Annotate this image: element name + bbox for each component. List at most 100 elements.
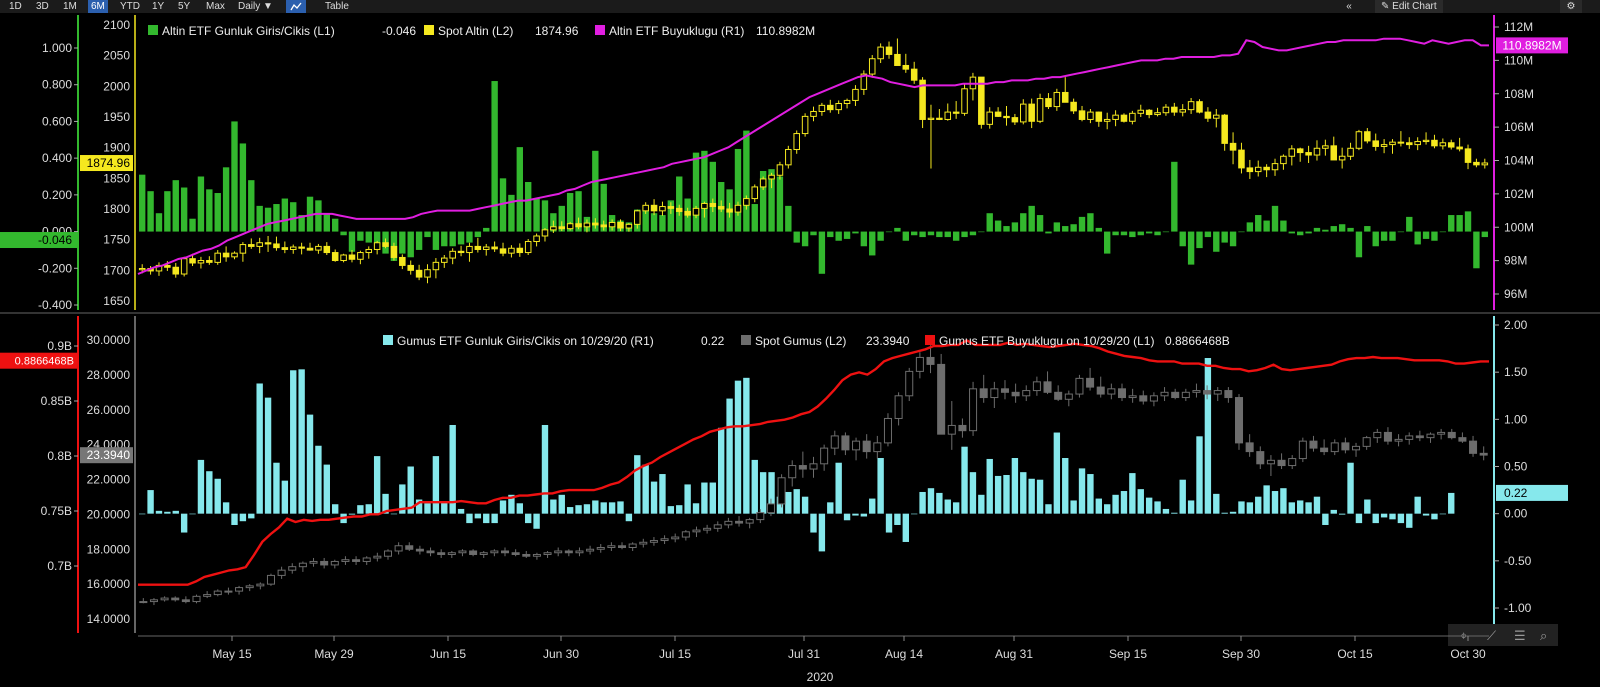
candle-body xyxy=(1238,149,1245,169)
l1-tick-label: 0.8B xyxy=(47,449,72,463)
flow-bar xyxy=(164,191,171,232)
list-icon[interactable]: ☰ xyxy=(1514,628,1526,643)
size-last-value-tag xyxy=(1496,37,1568,54)
candle-body xyxy=(266,574,275,585)
candle-body xyxy=(625,223,633,229)
candle-body xyxy=(239,244,247,254)
flow-bar xyxy=(1137,231,1144,236)
flow-bar xyxy=(734,148,742,232)
edit-chart-button[interactable]: ✎ Edit Chart xyxy=(1375,0,1443,13)
candle-body xyxy=(596,547,605,550)
gear-icon[interactable]: ⚙ xyxy=(1560,0,1582,13)
flow-bar xyxy=(222,167,230,232)
l1-tick-label: -0.400 xyxy=(38,298,72,312)
spot-last-value-tag xyxy=(80,447,133,464)
candle-body xyxy=(947,424,956,435)
candle-body xyxy=(516,247,524,254)
flow-bar xyxy=(759,472,767,514)
candle-body xyxy=(256,583,265,587)
candle-body xyxy=(1372,140,1379,147)
flow-bar xyxy=(1364,226,1371,232)
flow-bar xyxy=(1481,231,1488,238)
flow-bar xyxy=(1389,231,1396,241)
flow-bar xyxy=(248,513,255,519)
flow-bar xyxy=(1145,497,1153,514)
range-max-button[interactable]: Max xyxy=(206,1,225,12)
interval-dropdown[interactable]: Daily ▼ xyxy=(238,1,273,12)
table-button[interactable]: Table xyxy=(325,1,349,12)
candle-body xyxy=(256,242,263,247)
candle-body xyxy=(281,247,289,250)
l1-tick-label: 0.85B xyxy=(41,394,72,408)
candle-body xyxy=(149,599,158,603)
flow-bar xyxy=(147,191,154,232)
candle-body xyxy=(642,204,649,212)
candle-body xyxy=(910,68,918,81)
flow-bar xyxy=(541,200,549,232)
flow-bar xyxy=(1213,231,1220,252)
range-ytd-button[interactable]: YTD xyxy=(120,1,140,12)
l2-tick-label: 20.0000 xyxy=(87,507,131,521)
candle-body xyxy=(1145,109,1153,116)
candle-body xyxy=(649,540,658,543)
flow-bar xyxy=(340,231,347,236)
flow-bar xyxy=(575,191,582,232)
candle-body xyxy=(508,247,515,254)
range-1d-button[interactable]: 1D xyxy=(9,1,22,12)
flow-last-value-label: 0.22 xyxy=(1504,486,1528,500)
candle-body xyxy=(1087,111,1094,120)
candle-body xyxy=(1406,142,1413,146)
double-chevron-left-icon[interactable]: « xyxy=(1346,1,1352,12)
flow-bar xyxy=(566,193,574,232)
flow-bar xyxy=(1288,502,1295,514)
range-1m-button[interactable]: 1M xyxy=(63,1,77,12)
flow-bar xyxy=(1112,231,1119,236)
zoom-icon[interactable]: ⌕ xyxy=(1540,628,1547,643)
range-6m-button[interactable]: 6M xyxy=(88,0,108,13)
candle-body xyxy=(1373,431,1382,439)
candle-body xyxy=(852,440,861,451)
candle-body xyxy=(139,601,148,604)
flow-bar xyxy=(793,231,800,243)
flow-bar xyxy=(1271,491,1279,514)
candle-body xyxy=(1096,386,1105,395)
range-1y-button[interactable]: 1Y xyxy=(152,1,165,12)
flow-bar xyxy=(801,231,809,247)
candle-body xyxy=(618,545,627,549)
candle-body xyxy=(1022,390,1031,397)
flow-bar xyxy=(1229,511,1237,514)
r1-tick-label: 100M xyxy=(1504,220,1534,234)
candle-body xyxy=(1305,152,1312,156)
flow-bar xyxy=(869,231,876,256)
flow-bar xyxy=(1364,499,1371,514)
r1-tick-label: 2.00 xyxy=(1504,318,1528,332)
flow-bar xyxy=(525,182,532,232)
l2-tick-label: 1750 xyxy=(103,233,130,247)
candle-body xyxy=(751,186,759,200)
flow-bar xyxy=(1137,489,1144,514)
candle-body xyxy=(415,269,423,278)
l1-tick-label: 0.800 xyxy=(42,78,72,92)
candle-body xyxy=(323,245,331,254)
range-5y-button[interactable]: 5Y xyxy=(178,1,191,12)
draw-line-icon[interactable]: ⟋ xyxy=(1487,628,1497,643)
candle-body xyxy=(944,111,952,120)
flow-bar xyxy=(1422,513,1430,516)
flow-bar xyxy=(315,200,322,232)
flow-bar xyxy=(499,178,507,232)
candle-body xyxy=(273,243,280,249)
flow-bar xyxy=(1389,513,1396,520)
candle-body xyxy=(1224,390,1233,399)
chart-type-icon[interactable] xyxy=(286,0,306,13)
candle-body xyxy=(692,207,700,216)
flow-bar xyxy=(1003,226,1010,232)
range-3d-button[interactable]: 3D xyxy=(36,1,49,12)
candle-body xyxy=(1447,431,1456,439)
flow-bar xyxy=(952,231,960,241)
flow-bar xyxy=(1322,513,1329,525)
candle-body xyxy=(554,550,563,554)
candle-body xyxy=(192,595,201,603)
flow-bar xyxy=(843,231,851,239)
flow-bar xyxy=(415,499,423,514)
flow-bar xyxy=(902,231,909,241)
